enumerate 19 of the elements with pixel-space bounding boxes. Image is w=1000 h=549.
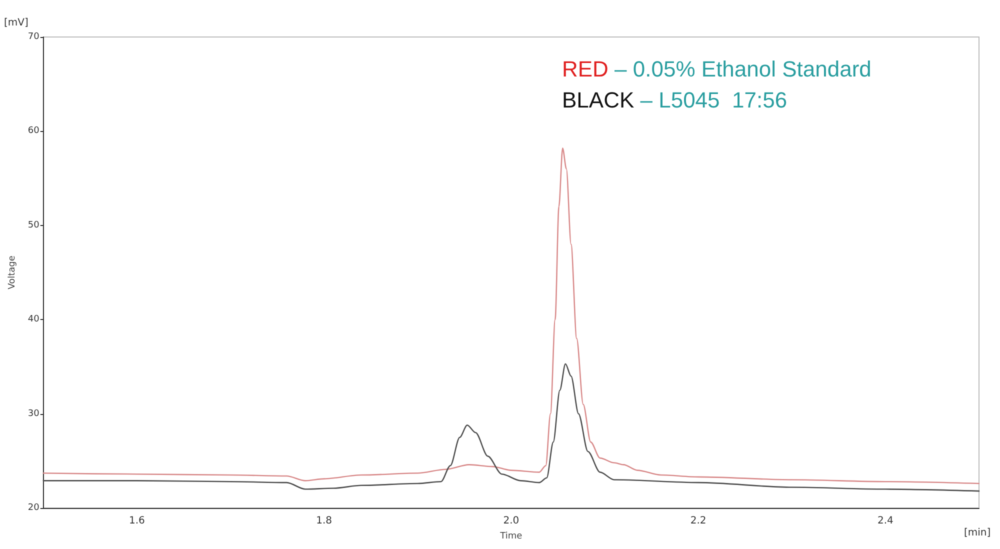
line-series xyxy=(42,363,980,492)
text: [min] xyxy=(964,528,991,538)
y-axis-title: Voltage xyxy=(8,255,18,290)
line-series xyxy=(42,148,980,484)
y-tick-label: 60 xyxy=(28,126,40,136)
x-tick-label: 2.2 xyxy=(690,516,706,526)
y-tick-label: 40 xyxy=(28,314,40,325)
x-tick-label: 2.4 xyxy=(877,516,894,526)
y-tick-label: 20 xyxy=(28,503,40,513)
x-axis-title: Time xyxy=(499,532,523,542)
text: [mV] xyxy=(4,18,28,28)
annotation: RED – 0.05% Ethanol Standard xyxy=(562,56,872,82)
y-tick-label: 50 xyxy=(28,220,40,230)
y-tick-label: 30 xyxy=(28,408,40,419)
y-tick-label: 70 xyxy=(28,32,40,42)
x-tick-label: 2.0 xyxy=(503,516,520,526)
x-tick-label: 1.6 xyxy=(128,516,145,526)
annotation: BLACK – L5045 17:56 xyxy=(562,88,788,112)
x-tick-label: 1.8 xyxy=(316,516,332,526)
